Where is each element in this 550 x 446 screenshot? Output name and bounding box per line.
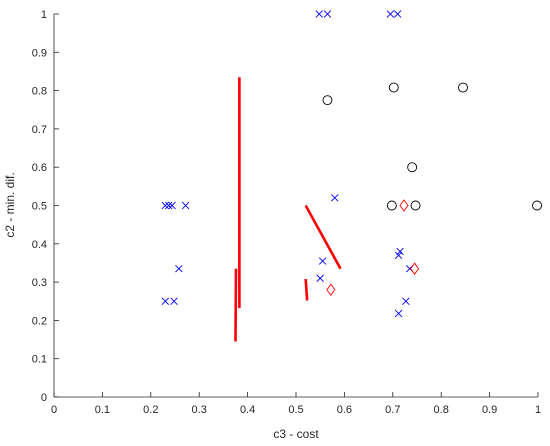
x-tick-label: 0.7	[385, 404, 400, 416]
x-marker-point	[316, 274, 324, 282]
y-tick-label: 0.1	[32, 354, 47, 366]
x-marker-point	[323, 10, 332, 18]
x-marker-point	[168, 201, 176, 210]
x-marker-point	[181, 201, 190, 210]
circle-marker-point	[407, 162, 418, 173]
x-tick-label: 0.5	[288, 404, 303, 416]
x-tick-label: 1	[535, 404, 541, 416]
x-marker-point	[394, 251, 403, 260]
y-tick-label: 0.6	[32, 162, 47, 174]
y-tick-label: 0.7	[32, 124, 47, 136]
x-marker-point	[394, 309, 403, 318]
plot-area	[161, 10, 542, 342]
circle-marker-point	[388, 82, 399, 93]
x-marker-point	[386, 10, 395, 18]
circle-marker-point	[458, 82, 468, 93]
circle-marker-point	[322, 95, 333, 106]
x-marker-point	[402, 297, 410, 305]
y-axis-ticks: 0 0.1 0.2 0.3 0.4 0.5 0.6 0.7 0.8 0.9 1	[32, 9, 59, 404]
x-marker-point	[396, 247, 404, 256]
red-line-segment	[304, 204, 342, 270]
x-axis-label: c3 - cost	[273, 427, 319, 441]
x-tick-label: 0.4	[240, 404, 255, 416]
x-marker-point	[318, 257, 327, 265]
diamond-marker-point	[399, 199, 409, 212]
y-tick-label: 0.5	[32, 201, 47, 213]
x-tick-label: 0.2	[143, 404, 158, 416]
x-marker-point	[315, 10, 323, 18]
circle-marker-point	[386, 200, 397, 211]
x-marker-point	[393, 10, 402, 18]
y-tick-label: 0.3	[32, 277, 47, 289]
x-axis-ticks: 0 0.1 0.2 0.3 0.4 0.5 0.6 0.7 0.8 0.9 1	[51, 392, 541, 416]
x-tick-label: 0.1	[95, 404, 110, 416]
circle-marker-point	[410, 200, 421, 211]
diamond-marker-point	[410, 262, 420, 275]
x-tick-label: 0.8	[434, 404, 449, 416]
axes	[53, 14, 538, 398]
x-marker-point	[161, 201, 170, 210]
diamond-marker-point	[326, 283, 336, 297]
red-line-segment	[304, 278, 309, 301]
y-tick-label: 1	[41, 9, 47, 21]
x-marker-point	[161, 297, 170, 305]
y-tick-label: 0.4	[32, 239, 47, 251]
y-tick-label: 0.9	[32, 47, 47, 59]
y-tick-label: 0	[41, 392, 47, 404]
x-marker-point	[175, 264, 183, 273]
y-tick-label: 0.2	[32, 315, 47, 327]
x-marker-point	[331, 194, 339, 202]
x-tick-label: 0	[51, 404, 57, 416]
x-tick-label: 0.9	[482, 404, 497, 416]
y-tick-label: 0.8	[32, 86, 47, 98]
circle-marker-point	[532, 200, 542, 211]
y-axis-label: c2 - min. dif.	[3, 172, 17, 237]
x-marker-point	[170, 297, 178, 305]
x-marker-point	[164, 201, 173, 210]
x-tick-label: 0.6	[337, 404, 352, 416]
x-tick-label: 0.3	[192, 404, 207, 416]
